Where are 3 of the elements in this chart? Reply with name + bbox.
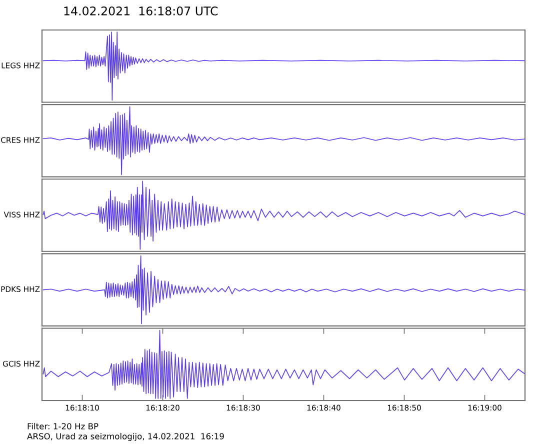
text: Filter: 1-20 Hz BP <box>28 422 98 430</box>
chart-title: 14.02.2021 16:18:07 UTC <box>64 6 218 16</box>
text: ARSO, Urad za seizmologijo, 14.02.2021 16:19 <box>27 432 224 442</box>
